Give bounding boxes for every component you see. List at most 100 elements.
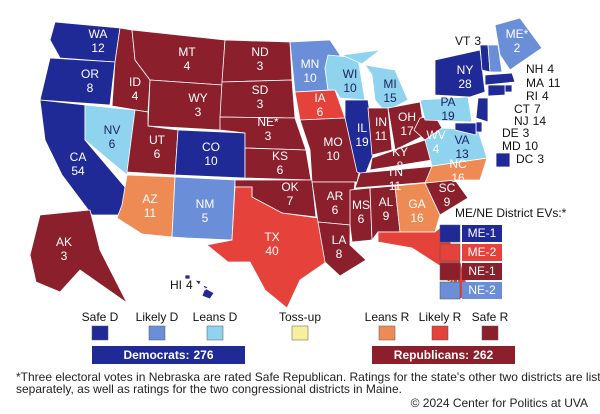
credit: © 2024 Center for Politics at UVA (411, 396, 588, 410)
footnote: *Three electoral votes in Nebraska are r… (16, 370, 600, 384)
state (495, 152, 511, 168)
district-label: ME-1 (468, 226, 497, 240)
state-ev: 6 (358, 212, 365, 226)
state-ev: 3 (257, 59, 264, 73)
state-abbr: WV (426, 128, 445, 142)
total-text: Republicans: 262 (394, 348, 494, 362)
state (494, 17, 543, 71)
state-abbr: WY (188, 91, 207, 105)
state-ev: 17 (400, 124, 414, 138)
state (454, 122, 477, 136)
state-label: CT 7 (514, 102, 541, 116)
state-ev: 4 (433, 142, 440, 156)
legend-swatch (378, 325, 396, 341)
state-label: MD 10 (502, 139, 538, 153)
state-abbr: CA (70, 150, 87, 164)
state-ev: 10 (204, 154, 218, 168)
state-abbr: IN (375, 115, 387, 129)
district-label-box (462, 225, 502, 242)
state-abbr: VT (455, 34, 471, 48)
state-abbr: AK (56, 235, 72, 249)
state (349, 187, 373, 243)
state-ev: 6 (277, 163, 284, 177)
state-abbr: NC (449, 157, 467, 171)
district-swatch (439, 262, 461, 281)
state-ev: 6 (109, 137, 116, 151)
district-label-box (462, 244, 502, 261)
state-abbr: MN (301, 57, 320, 71)
state-ev: 11 (389, 179, 402, 193)
state-abbr: DC (516, 152, 534, 166)
district-title: ME/NE District EVs:* (455, 206, 567, 220)
legend-swatch (291, 325, 309, 341)
legend-swatch (148, 325, 166, 341)
state-ev: 3 (265, 129, 272, 143)
state-abbr: PA (440, 95, 455, 109)
state-ev: 3 (537, 152, 544, 166)
total-label: Republicans: (394, 348, 469, 362)
district-label: NE-1 (468, 264, 496, 278)
state-ev: 4 (542, 89, 549, 103)
state-ev: 10 (343, 81, 357, 95)
state-abbr: ND (251, 45, 269, 59)
state-ev: 9 (444, 195, 451, 209)
state-abbr: ME* (506, 27, 529, 41)
states (29, 17, 543, 309)
legend-swatch (431, 325, 449, 341)
state-abbr: CT (514, 102, 531, 116)
state-abbr: MI (383, 77, 396, 91)
state-abbr: NE* (257, 115, 279, 129)
state-label: DC 3 (516, 152, 544, 166)
state-abbr: WA (89, 27, 108, 41)
total-value: 262 (473, 348, 493, 362)
state-abbr: IL (357, 121, 367, 135)
state (394, 182, 441, 233)
footnote: separately, as well as ratings for the t… (16, 382, 402, 396)
state-ev: 19 (355, 135, 369, 149)
state-ev: 16 (451, 171, 465, 185)
state-ev: 12 (91, 41, 105, 55)
state-abbr: UT (149, 133, 166, 147)
state-label: MA 11 (526, 76, 561, 90)
state-label: DE 3 (502, 126, 530, 140)
state-abbr: MA (526, 76, 544, 90)
state-abbr: IA (314, 91, 325, 105)
state-ev: 28 (458, 77, 472, 91)
state-ev: 13 (455, 147, 469, 161)
state (206, 186, 333, 309)
state-ev: 6 (154, 147, 161, 161)
state (147, 79, 223, 131)
state-abbr: NJ (514, 114, 529, 128)
state-ev: 4 (132, 89, 139, 103)
state-abbr: TN (387, 165, 403, 179)
state (49, 21, 121, 63)
state-ev: 5 (202, 211, 209, 225)
state (171, 176, 236, 241)
state-ev: 15 (383, 91, 397, 105)
state-abbr: KY (392, 145, 408, 159)
state-abbr: NM (196, 197, 215, 211)
state (39, 57, 116, 106)
state-abbr: MD (502, 139, 521, 153)
state-abbr: NH (526, 62, 543, 76)
state-ev: 4 (547, 62, 554, 76)
legend-label: Likely R (419, 310, 462, 324)
district-swatch (439, 281, 461, 300)
total-value: 276 (194, 348, 214, 362)
state-ev: 10 (326, 149, 340, 163)
state-abbr: NY (457, 63, 474, 77)
state-abbr: TX (264, 230, 279, 244)
state-ev: 2 (514, 41, 521, 55)
state-abbr: WI (343, 67, 358, 81)
state-ev: 11 (144, 206, 157, 220)
state-ev: 10 (303, 71, 317, 85)
district-label: NE-2 (468, 283, 496, 297)
district-swatch (439, 224, 461, 243)
district-label-box (462, 263, 502, 280)
state-ev: 54 (71, 164, 85, 178)
state-label: HI 4 (170, 278, 193, 292)
state (504, 84, 513, 93)
state-ev: 3 (474, 34, 481, 48)
legend-label: Safe D (82, 310, 119, 324)
legend-label: Leans R (365, 310, 410, 324)
